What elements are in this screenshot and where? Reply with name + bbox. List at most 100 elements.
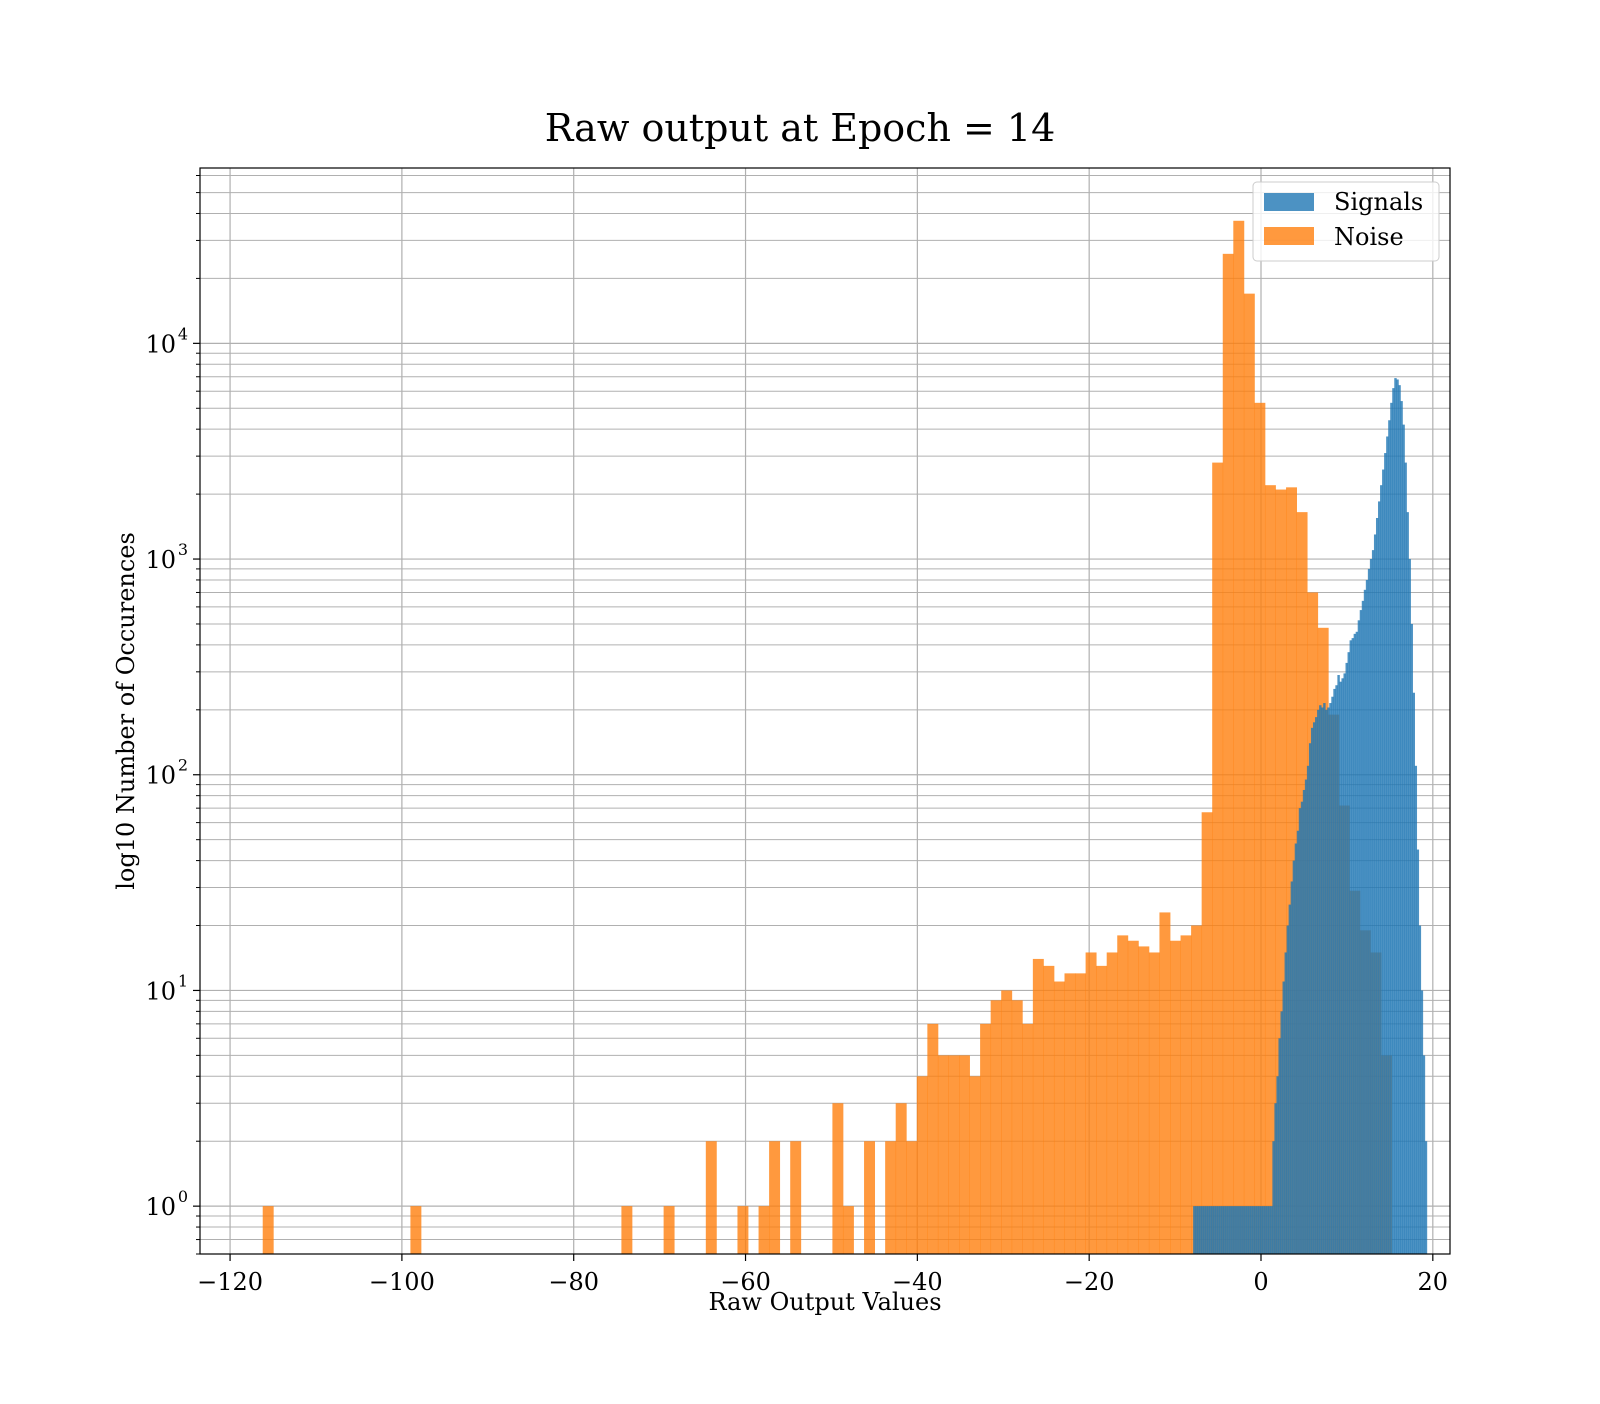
y-tick-label: 10 bbox=[145, 977, 176, 1005]
y-tick-exponent: 4 bbox=[178, 324, 188, 343]
signals-bar bbox=[1213, 1206, 1216, 1254]
noise-bar bbox=[769, 1141, 781, 1254]
signals-bar bbox=[1288, 904, 1292, 1254]
noise-bar bbox=[959, 1055, 970, 1254]
signals-bar bbox=[1384, 453, 1387, 1254]
signals-bar bbox=[1298, 808, 1302, 1254]
noise-bar bbox=[1053, 981, 1065, 1254]
signals-bar bbox=[1280, 1011, 1283, 1254]
signals-bar bbox=[1225, 1206, 1229, 1254]
noise-bar bbox=[1212, 462, 1224, 1255]
signals-bar bbox=[1205, 1206, 1208, 1254]
signals-bar bbox=[1264, 1206, 1267, 1254]
signals-bar bbox=[1313, 722, 1316, 1254]
signals-bar bbox=[1292, 860, 1296, 1254]
signals-bar bbox=[1357, 620, 1361, 1254]
signals-bar bbox=[1199, 1206, 1202, 1254]
y-tick-exponent: 0 bbox=[178, 1187, 188, 1206]
signals-bar bbox=[1353, 633, 1357, 1254]
signals-bar bbox=[1266, 1206, 1269, 1254]
noise-bar bbox=[1022, 1023, 1034, 1254]
signals-bar bbox=[1300, 801, 1304, 1254]
legend-label-signals: Signals bbox=[1334, 188, 1423, 216]
signals-bar bbox=[1193, 1206, 1196, 1254]
signals-bar bbox=[1420, 990, 1424, 1254]
x-tick-label: 0 bbox=[1253, 1268, 1268, 1296]
signals-bar bbox=[1256, 1206, 1259, 1254]
noise-bar bbox=[948, 1055, 960, 1254]
signals-bar bbox=[1327, 707, 1330, 1254]
signals-bar bbox=[1247, 1206, 1251, 1254]
signals-bar bbox=[1223, 1206, 1227, 1254]
signals-bar bbox=[1239, 1206, 1243, 1254]
signals-bar bbox=[1422, 1055, 1426, 1254]
noise-bar bbox=[1075, 973, 1087, 1254]
signals-bar bbox=[1418, 925, 1422, 1254]
noise-bar bbox=[1275, 489, 1287, 1255]
noise-bar bbox=[1117, 935, 1129, 1254]
noise-bar bbox=[1233, 220, 1245, 1254]
signals-bar bbox=[1398, 385, 1401, 1255]
x-axis-label: Raw Output Values bbox=[708, 1288, 941, 1316]
signals-bar bbox=[1211, 1206, 1214, 1254]
x-tick-label: 20 bbox=[1418, 1268, 1449, 1296]
signals-bar bbox=[1201, 1206, 1204, 1254]
signals-bar bbox=[1310, 727, 1314, 1254]
noise-bar bbox=[895, 1103, 907, 1254]
signals-bar bbox=[1361, 600, 1365, 1254]
signals-bar bbox=[1260, 1206, 1263, 1254]
signals-bar bbox=[1317, 709, 1320, 1254]
x-tick-label: −120 bbox=[197, 1268, 263, 1296]
noise-bar bbox=[758, 1206, 770, 1254]
signals-bar bbox=[1406, 512, 1409, 1254]
y-tick-label: 10 bbox=[145, 762, 176, 790]
signals-bar bbox=[1378, 501, 1381, 1255]
noise-bar bbox=[1222, 253, 1234, 1254]
signals-bar bbox=[1302, 789, 1306, 1254]
signals-bar bbox=[1414, 765, 1418, 1254]
signals-bar bbox=[1337, 675, 1340, 1254]
signals-bar bbox=[1268, 1206, 1271, 1254]
signals-bar bbox=[1237, 1206, 1241, 1254]
signals-bar bbox=[1367, 568, 1371, 1254]
noise-bar bbox=[737, 1206, 749, 1254]
signals-bar bbox=[1286, 925, 1290, 1254]
noise-bar bbox=[1191, 925, 1203, 1254]
signals-bar bbox=[1388, 420, 1391, 1255]
signals-bar bbox=[1203, 1206, 1206, 1254]
signals-bar bbox=[1235, 1206, 1239, 1254]
noise-bar bbox=[864, 1141, 876, 1254]
noise-bar bbox=[1064, 973, 1076, 1254]
noise-bar bbox=[927, 1023, 939, 1254]
noise-bar bbox=[1286, 487, 1297, 1254]
x-tick-label: −100 bbox=[369, 1268, 435, 1296]
noise-bar bbox=[1127, 940, 1139, 1254]
plot-frame bbox=[199, 167, 1451, 1255]
signals-bar bbox=[1308, 743, 1312, 1254]
signals-bar bbox=[1382, 469, 1385, 1255]
signals-bar bbox=[1424, 1141, 1428, 1254]
signals-bar bbox=[1325, 709, 1328, 1254]
signals-bar bbox=[1315, 717, 1318, 1254]
noise-bar bbox=[832, 1103, 844, 1254]
noise-bar bbox=[1085, 952, 1097, 1254]
signals-bar bbox=[1371, 550, 1375, 1254]
signals-bar bbox=[1243, 1206, 1247, 1254]
signals-bars bbox=[1193, 378, 1428, 1255]
signals-bar bbox=[1380, 485, 1383, 1254]
noise-bar bbox=[1201, 812, 1213, 1254]
noise-bar bbox=[790, 1141, 802, 1254]
signals-bar bbox=[1349, 640, 1353, 1254]
noise-bar bbox=[410, 1206, 422, 1254]
noise-bar bbox=[937, 1055, 949, 1254]
signals-bar bbox=[1215, 1206, 1218, 1254]
signals-bar bbox=[1270, 1206, 1273, 1254]
signals-bar bbox=[1221, 1206, 1225, 1254]
signals-bar bbox=[1412, 692, 1415, 1254]
noise-bar bbox=[262, 1206, 274, 1254]
signals-bar bbox=[1219, 1206, 1222, 1254]
chart-title: Raw output at Epoch = 14 bbox=[545, 106, 1056, 150]
signals-bar bbox=[1284, 952, 1287, 1254]
